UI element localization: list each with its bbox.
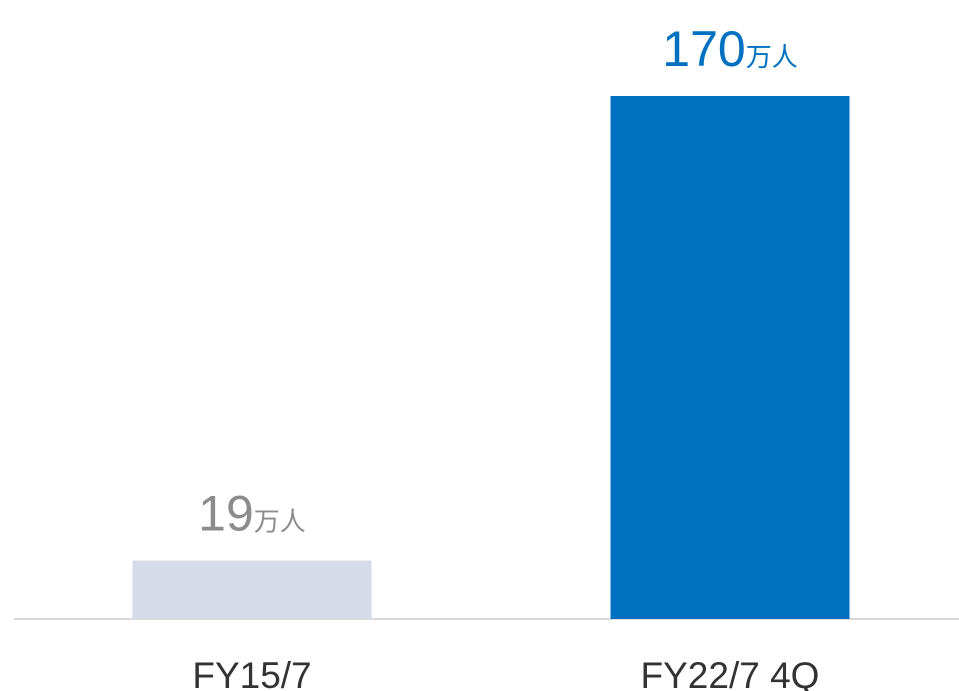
- bar: [132, 560, 372, 619]
- x-tick-label: FY22/7 4Q: [641, 655, 820, 691]
- value-label: 19万人: [198, 486, 306, 542]
- value-label: 170万人: [662, 21, 797, 77]
- bar: [610, 96, 850, 619]
- x-tick-label: FY15/7: [192, 655, 311, 691]
